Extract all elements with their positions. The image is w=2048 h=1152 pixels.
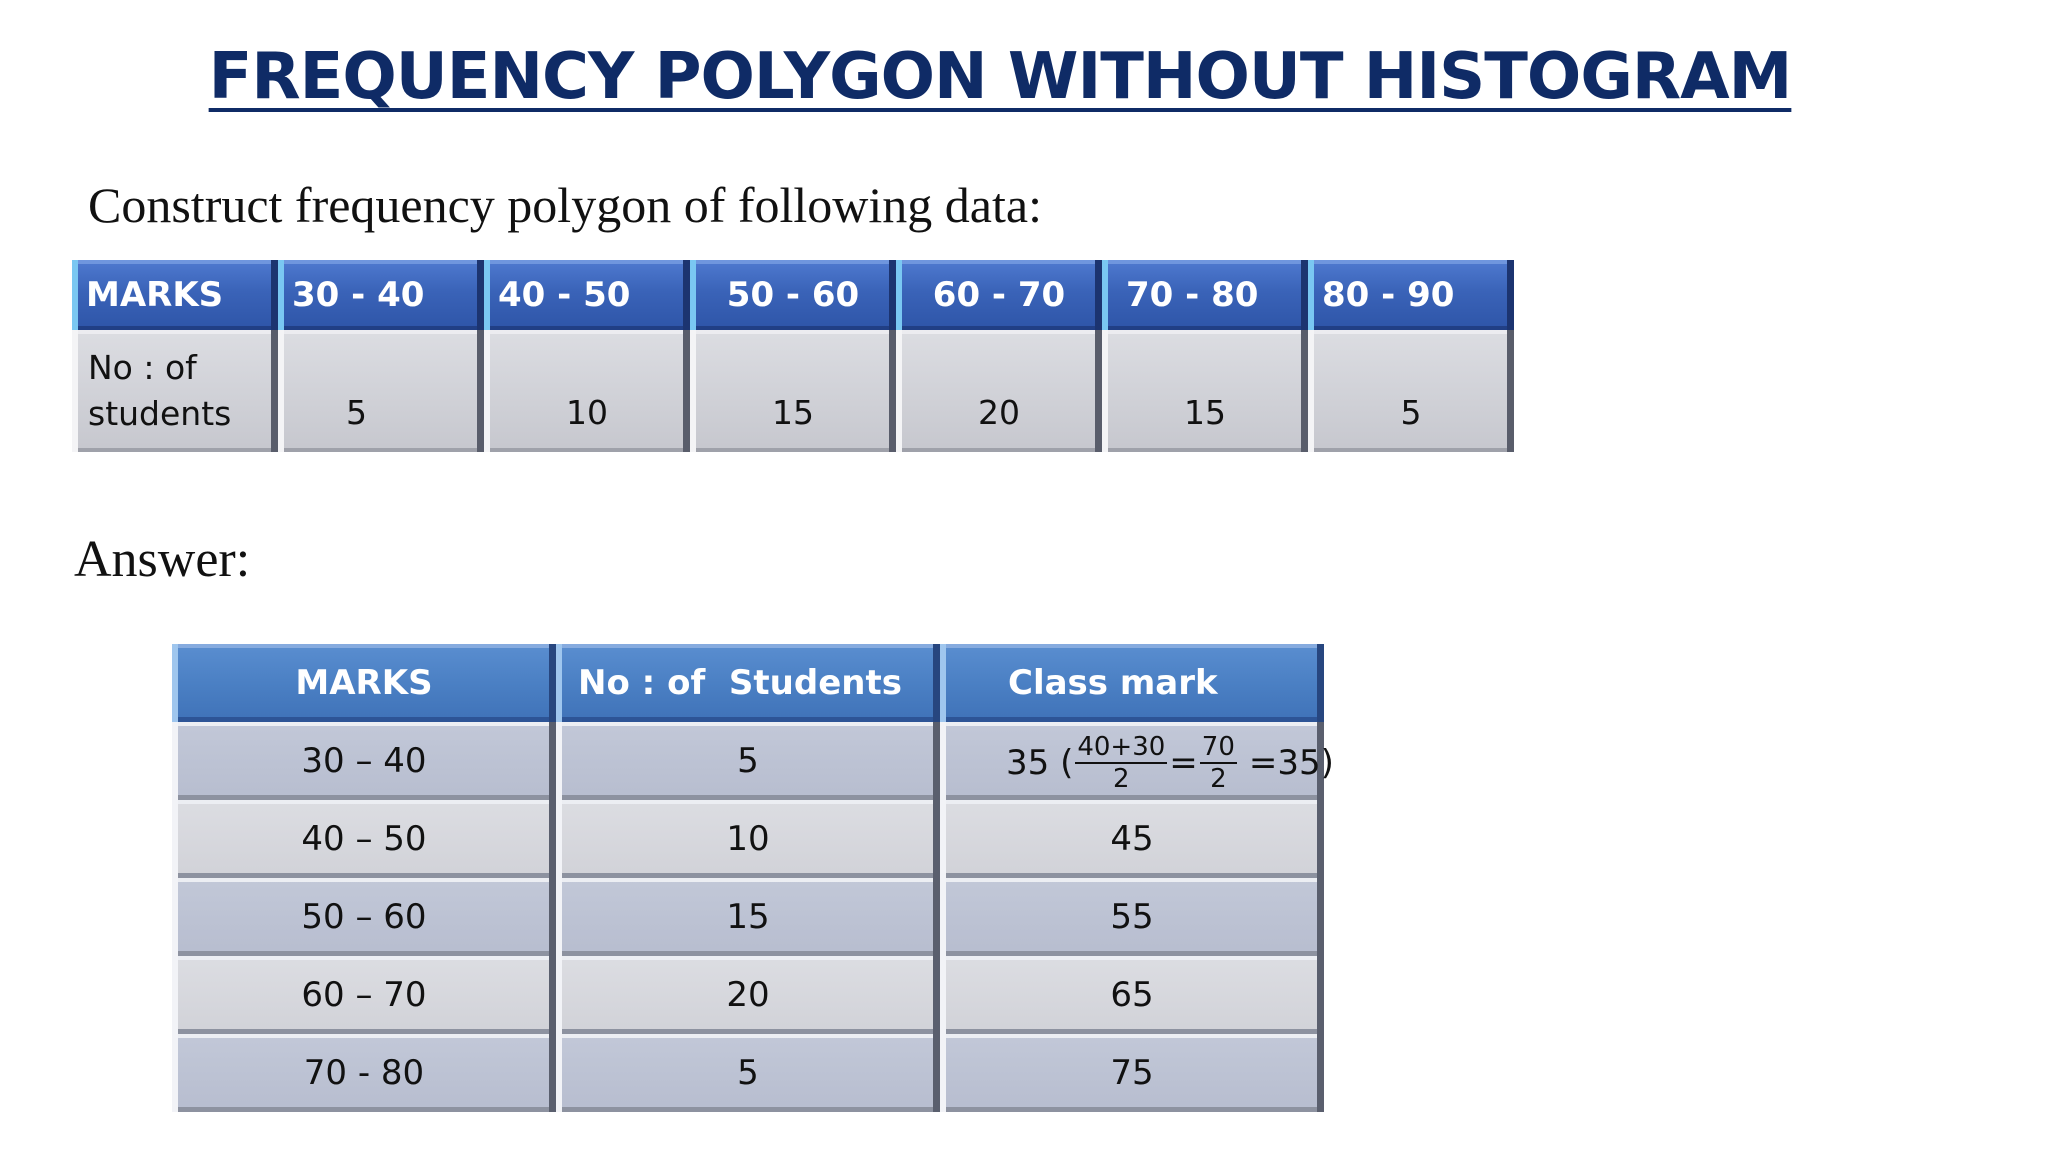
data-table-row-label: No : of students bbox=[72, 330, 278, 452]
data-table-value-cell: 5 bbox=[1308, 330, 1514, 452]
data-table-header-marks: MARKS bbox=[72, 260, 278, 330]
table-row-marks: 60 – 70 bbox=[172, 956, 556, 1034]
class-mark-formula: 35 ( 40+30 2 = 70 2 =35) bbox=[940, 722, 1334, 800]
fraction-2: 70 2 bbox=[1199, 732, 1237, 794]
fraction-2-denominator: 2 bbox=[1210, 764, 1227, 794]
data-table-header-cell: 40 - 50 bbox=[484, 260, 690, 330]
data-table-value-cell: 15 bbox=[690, 330, 896, 452]
row-label-line1: No : of bbox=[88, 348, 197, 387]
data-table-header-cell: 70 - 80 bbox=[1102, 260, 1308, 330]
table-row-class-mark: 45 bbox=[940, 800, 1324, 878]
table-row-students: 5 bbox=[556, 1034, 940, 1112]
data-table-header-cell: 30 - 40 bbox=[278, 260, 484, 330]
data-table-header-cell: 80 - 90 bbox=[1308, 260, 1514, 330]
answer-label: Answer: bbox=[74, 531, 251, 588]
table-row-marks: 40 – 50 bbox=[172, 800, 556, 878]
answer-header-students: No : of Students bbox=[556, 644, 940, 722]
data-table-value-cell: 5 bbox=[278, 330, 484, 452]
data-table-header-cell: 60 - 70 bbox=[896, 260, 1102, 330]
formula-suffix: =35) bbox=[1248, 743, 1334, 783]
answer-header-marks: MARKS bbox=[172, 644, 556, 722]
table-row-class-mark: 75 bbox=[940, 1034, 1324, 1112]
answer-table: MARKS No : of Students Class mark 30 – 4… bbox=[172, 644, 1334, 1112]
table-row-students: 20 bbox=[556, 956, 940, 1034]
slide-title: FREQUENCY POLYGON WITHOUT HISTOGRAM bbox=[208, 40, 1793, 114]
table-row-marks: 70 - 80 bbox=[172, 1034, 556, 1112]
data-table-value-cell: 10 bbox=[484, 330, 690, 452]
formula-equals: = bbox=[1169, 743, 1198, 783]
fraction-1: 40+30 2 bbox=[1075, 732, 1168, 794]
table-row-class-mark: 65 bbox=[940, 956, 1324, 1034]
table-row-students: 15 bbox=[556, 878, 940, 956]
data-table-header-cell: 50 - 60 bbox=[690, 260, 896, 330]
data-table-value-cell: 20 bbox=[896, 330, 1102, 452]
fraction-2-numerator: 70 bbox=[1199, 732, 1237, 764]
data-table: MARKS 30 - 40 40 - 50 50 - 60 60 - 70 70… bbox=[72, 260, 1514, 452]
fraction-1-denominator: 2 bbox=[1113, 764, 1130, 794]
formula-prefix: 35 ( bbox=[1006, 743, 1074, 783]
table-row-marks: 50 – 60 bbox=[172, 878, 556, 956]
question-text: Construct frequency polygon of following… bbox=[88, 177, 1042, 233]
answer-header-class-mark: Class mark bbox=[940, 644, 1324, 722]
fraction-1-numerator: 40+30 bbox=[1075, 732, 1168, 764]
row-label-line2: students bbox=[88, 394, 232, 433]
table-row-class-mark: 55 bbox=[940, 878, 1324, 956]
table-row-students: 5 bbox=[556, 722, 940, 800]
table-row-students: 10 bbox=[556, 800, 940, 878]
table-row-marks: 30 – 40 bbox=[172, 722, 556, 800]
data-table-value-cell: 15 bbox=[1102, 330, 1308, 452]
